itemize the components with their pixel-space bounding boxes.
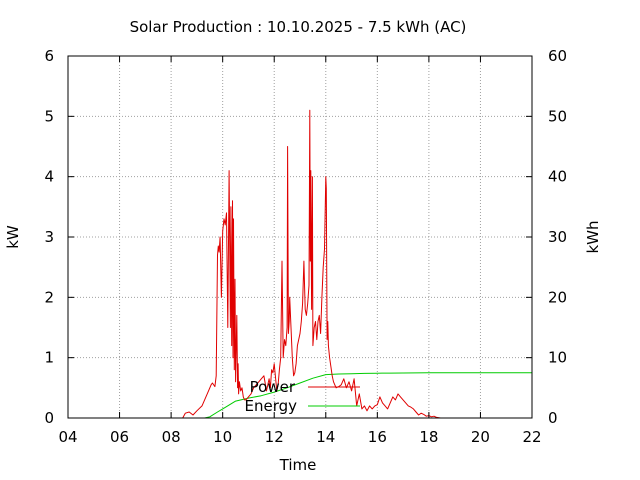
y-tick-label: 0	[44, 409, 54, 427]
y-tick-label: 3	[44, 228, 54, 246]
y2-tick-labels: 0 10 20 30 40 50 60	[548, 47, 567, 427]
x-tick-label: 10	[213, 428, 232, 446]
y2-tick-label: 0	[548, 409, 558, 427]
grid-lines	[68, 56, 532, 418]
x-tick-label: 18	[419, 428, 438, 446]
legend-energy-label: Energy	[244, 397, 297, 415]
energy-line	[204, 372, 532, 419]
y2-tick-label: 60	[548, 47, 567, 65]
x-tick-label: 06	[110, 428, 129, 446]
y2-tick-label: 30	[548, 228, 567, 246]
legend-power-label: Power	[250, 378, 296, 396]
y2-tick-label: 10	[548, 349, 567, 367]
legend: Power Energy	[244, 378, 360, 415]
y-tick-label: 1	[44, 349, 54, 367]
x-tick-label: 14	[316, 428, 335, 446]
power-series	[182, 109, 441, 419]
x-tick-label: 16	[368, 428, 387, 446]
x-tick-label: 22	[522, 428, 541, 446]
y-tick-label: 5	[44, 107, 54, 125]
y-tick-label: 2	[44, 288, 54, 306]
x-axis-label: Time	[279, 456, 317, 474]
x-tick-label: 04	[58, 428, 77, 446]
y-tick-label: 4	[44, 168, 54, 186]
x-tick-labels: 04 06 08 10 12 14 16 18 20 22	[58, 428, 541, 446]
y-axis-label: kW	[4, 225, 22, 249]
y2-tick-label: 50	[548, 107, 567, 125]
energy-series	[204, 372, 532, 419]
axis-ticks	[67, 55, 533, 419]
x-tick-label: 12	[265, 428, 284, 446]
y-tick-label: 6	[44, 47, 54, 65]
x-tick-label: 20	[471, 428, 490, 446]
y-tick-labels: 0 1 2 3 4 5 6	[44, 47, 54, 427]
power-line	[182, 109, 441, 419]
x-tick-label: 08	[162, 428, 181, 446]
y2-axis-label: kWh	[584, 220, 602, 253]
y2-tick-label: 20	[548, 288, 567, 306]
y2-tick-label: 40	[548, 168, 567, 186]
chart-title: Solar Production : 10.10.2025 - 7.5 kWh …	[130, 18, 467, 36]
